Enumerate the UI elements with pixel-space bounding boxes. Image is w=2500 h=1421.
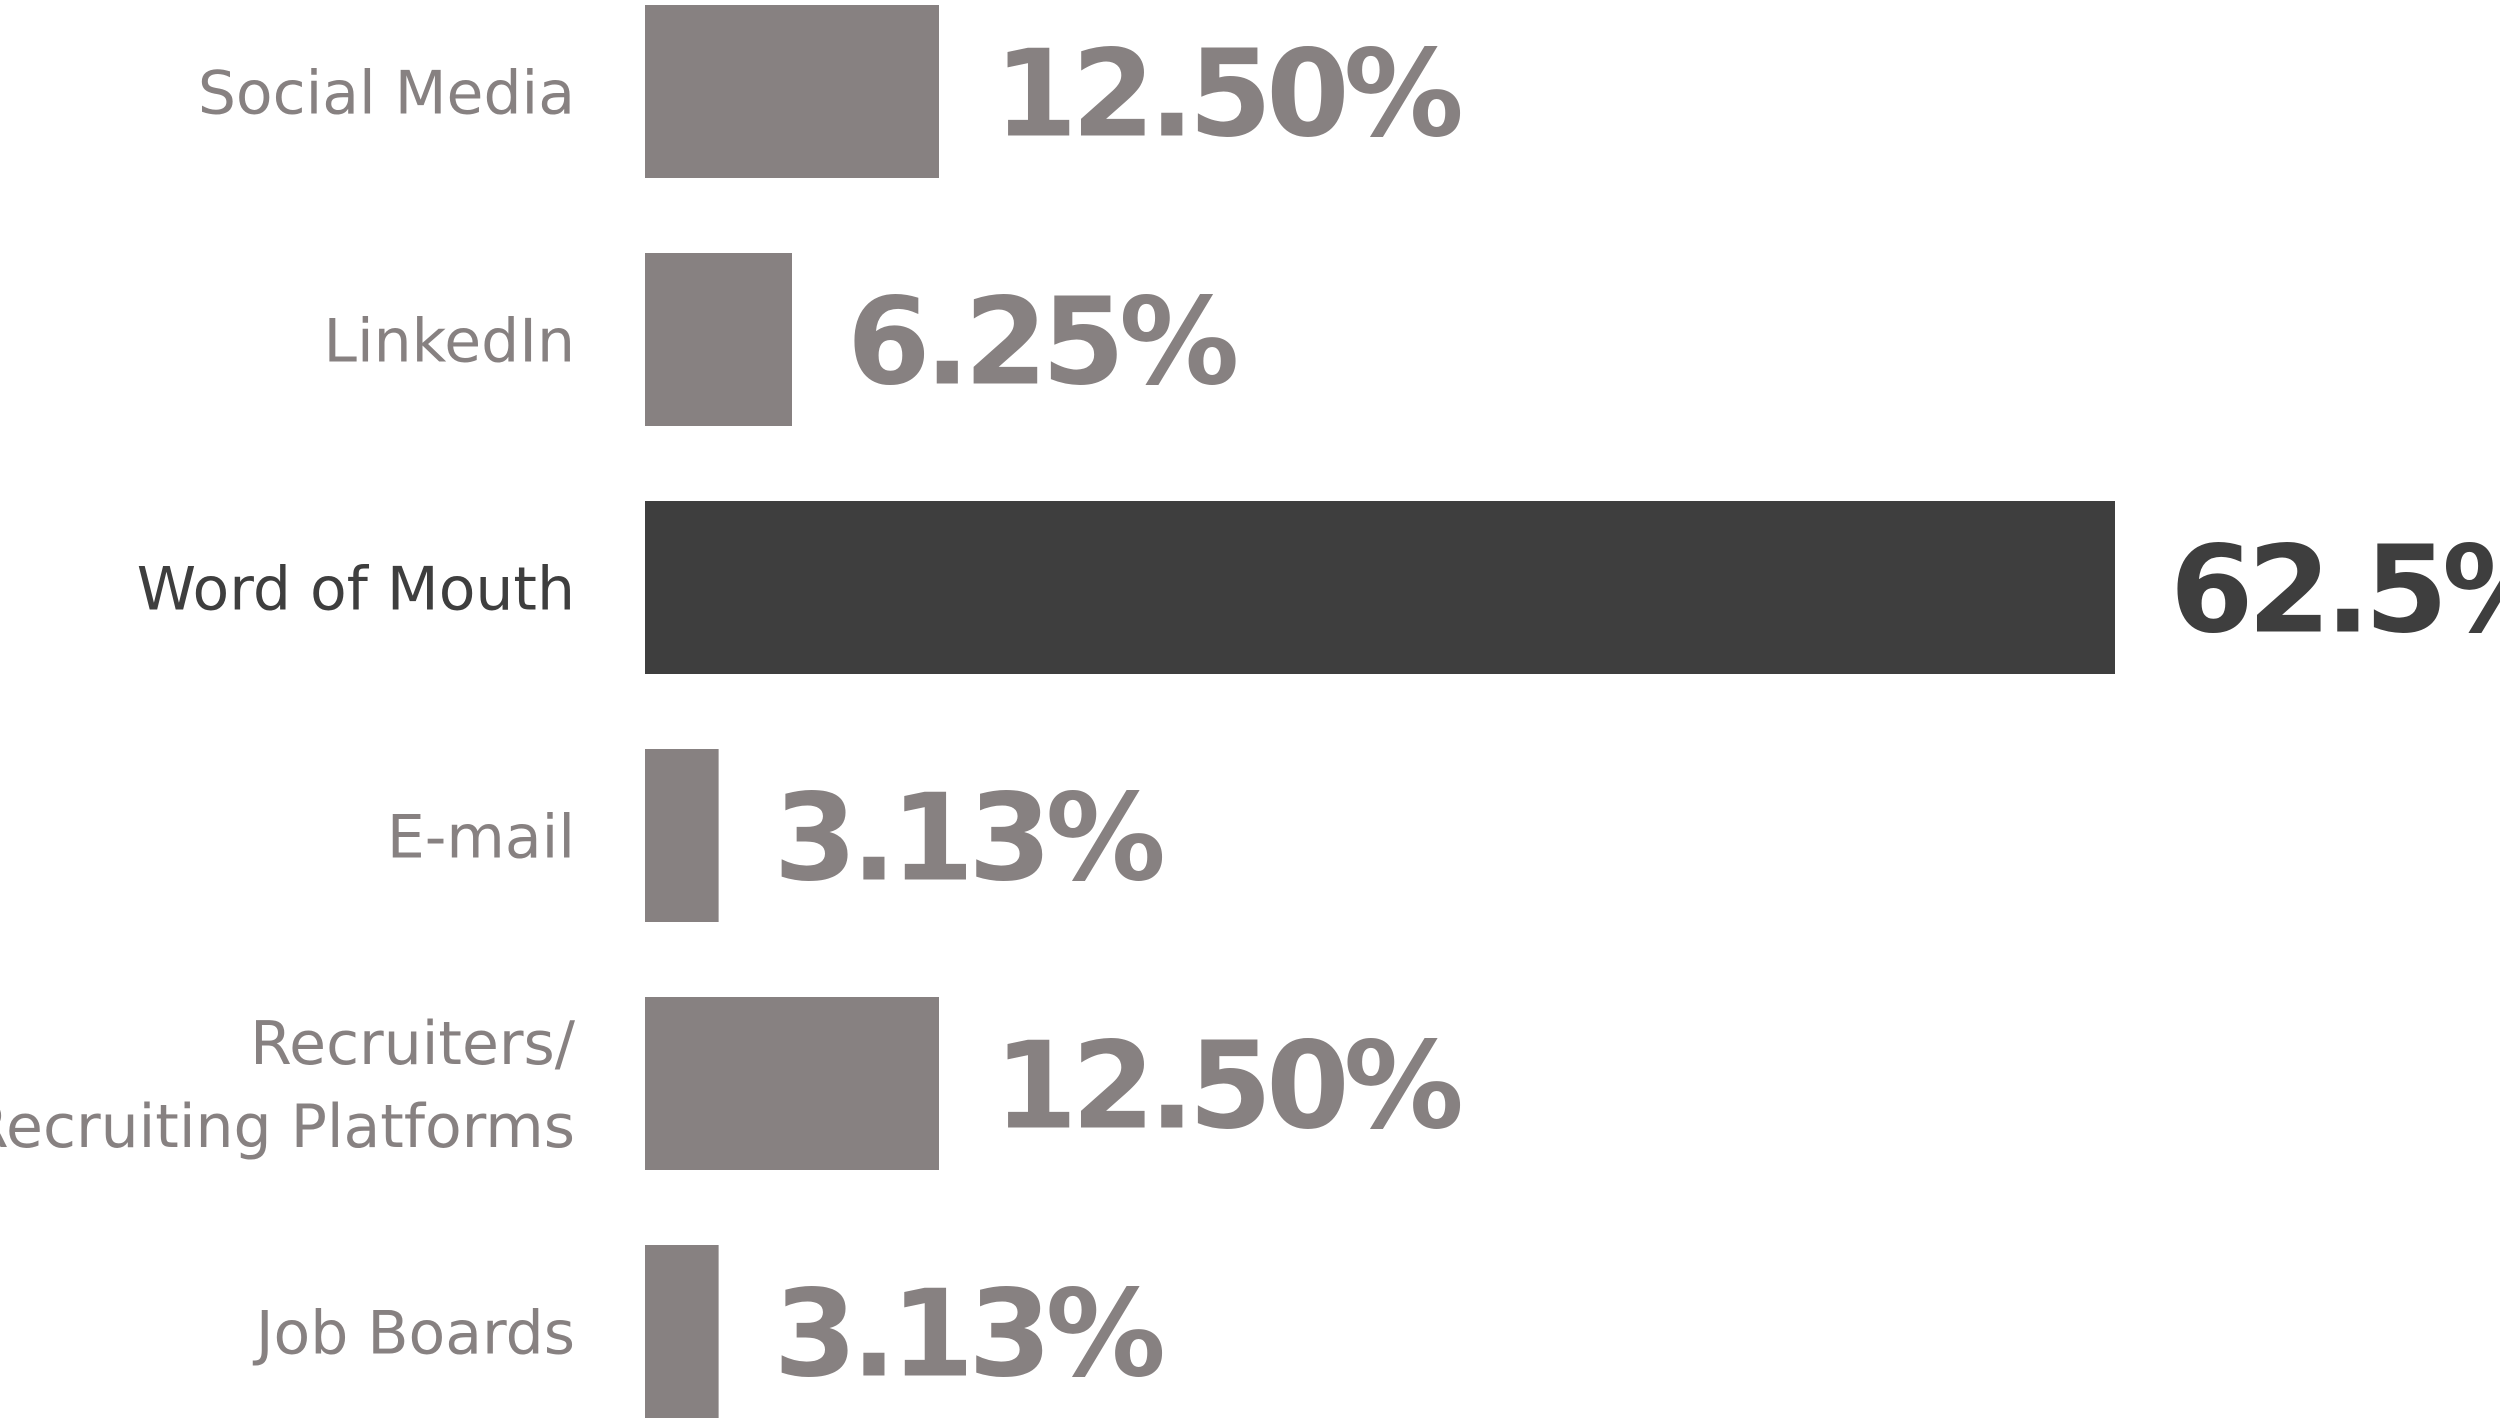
category-label: Job Boards <box>252 1299 575 1369</box>
category-label-line: LinkedIn <box>324 307 575 377</box>
category-label-line: Social Media <box>198 59 575 129</box>
category-label-line: Job Boards <box>252 1299 575 1369</box>
value-label: 12.50% <box>994 1018 1461 1157</box>
bar <box>645 1245 719 1418</box>
value-label: 3.13% <box>774 770 1163 909</box>
category-label-line: E-mail <box>387 803 575 873</box>
category-label-line: Recruiting Platforms <box>0 1092 575 1162</box>
category-label: Word of Mouth <box>137 555 575 625</box>
value-label: 62.5% <box>2170 522 2500 661</box>
category-label-line: Recruiters/ <box>250 1009 576 1079</box>
value-label: 6.25% <box>847 274 1236 413</box>
category-label: Social Media <box>198 59 575 129</box>
bar <box>645 5 939 178</box>
bar <box>645 253 792 426</box>
value-labels: 12.50% 6.25% 62.5% 3.13% 12.50% 3.13% <box>774 26 2500 1405</box>
value-label: 3.13% <box>774 1266 1163 1405</box>
value-label: 12.50% <box>994 26 1461 165</box>
category-label: E-mail <box>387 803 575 873</box>
bar <box>645 749 719 922</box>
bar <box>645 997 939 1170</box>
category-labels: Social Media LinkedIn Word of Mouth E-mail R… <box>0 59 576 1369</box>
category-label: LinkedIn <box>324 307 575 377</box>
bar <box>645 501 2115 674</box>
bars <box>645 5 2115 1418</box>
category-label: Recruiters/Recruiting Platforms <box>0 1009 576 1162</box>
category-label-line: Word of Mouth <box>137 555 575 625</box>
